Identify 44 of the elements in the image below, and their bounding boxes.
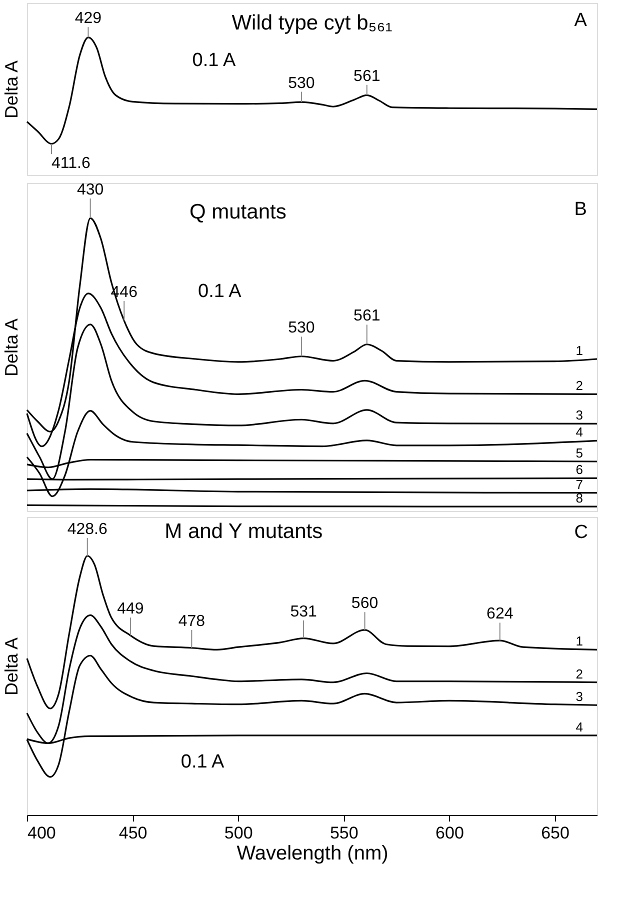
chart-title: Wild type cyt b₅₆₁ xyxy=(232,12,392,35)
series-label: 1 xyxy=(576,634,583,649)
annotation: 0.1 A xyxy=(198,281,242,302)
x-axis-title: Wavelength (nm) xyxy=(236,842,388,864)
x-tick-label: 600 xyxy=(436,824,464,842)
annotation: 561 xyxy=(354,308,380,325)
annotation: 428.6 xyxy=(67,520,108,538)
series-label: 2 xyxy=(576,378,583,394)
annotation: 0.1 A xyxy=(192,50,236,71)
y-axis-title: Delta A xyxy=(2,318,22,377)
x-tick-label: 450 xyxy=(118,824,148,842)
annotation: 561 xyxy=(354,68,380,85)
series-label: 7 xyxy=(576,476,583,492)
text: A xyxy=(574,10,588,32)
text: C xyxy=(574,522,588,543)
series-label: 5 xyxy=(576,446,583,461)
series-label: 4 xyxy=(576,424,583,440)
annotation: 530 xyxy=(288,74,315,92)
series-label: 6 xyxy=(576,462,583,478)
annotation: 560 xyxy=(351,595,378,612)
chart-title: M and Y mutants xyxy=(164,520,323,543)
series-label: 3 xyxy=(576,689,583,704)
series-label: 2 xyxy=(576,666,583,682)
series-label: 3 xyxy=(576,408,583,423)
annotation: 0.1 A xyxy=(180,751,225,772)
series-label: 1 xyxy=(576,343,583,358)
annotation: 430 xyxy=(76,181,104,198)
annotation: 449 xyxy=(117,600,144,618)
series-label: 4 xyxy=(576,719,583,734)
chart-title: Q mutants xyxy=(189,200,286,224)
y-axis-title: Delta A xyxy=(2,60,22,119)
x-tick-label: 500 xyxy=(224,824,253,842)
x-tick-label: 550 xyxy=(330,824,358,842)
annotation: 530 xyxy=(288,320,315,337)
annotation: 531 xyxy=(290,603,317,620)
x-tick-label: 400 xyxy=(28,824,56,842)
annotation: 478 xyxy=(178,612,206,630)
y-axis-title: Delta A xyxy=(2,637,22,696)
annotation: 624 xyxy=(486,606,514,623)
annotation: B xyxy=(574,199,587,220)
annotation: 411.6 xyxy=(51,155,90,172)
x-tick-label: 650 xyxy=(541,824,570,842)
series-label: 8 xyxy=(576,490,583,506)
annotation: 429 xyxy=(74,10,102,28)
